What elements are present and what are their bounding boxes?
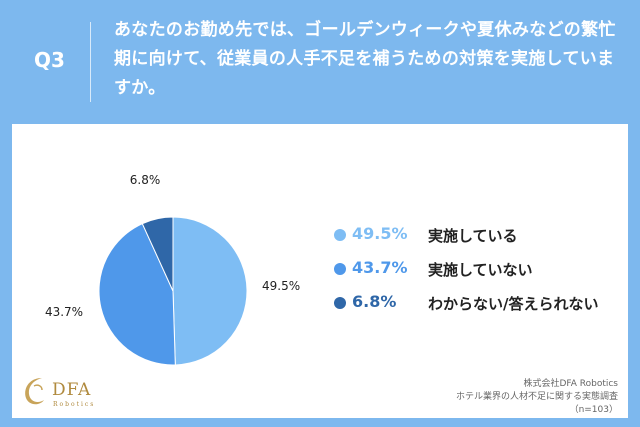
- source-survey: ホテル業界の人材不足に関する実態調査: [455, 392, 618, 402]
- question-number: Q3: [34, 48, 65, 72]
- legend-percent-2: 6.8%: [352, 292, 397, 311]
- header-divider: [90, 22, 91, 102]
- slice-data-label-2: 6.8%: [130, 173, 161, 187]
- question-text: あなたのお勤め先では、ゴールデンウィークや夏休みなどの繁忙期に向けて、従業員の人…: [114, 20, 616, 98]
- legend-label-2: わからない/答えられない: [428, 295, 599, 313]
- header-banner: Q3 あなたのお勤め先では、ゴールデンウィークや夏休みなどの繁忙期に向けて、従業…: [0, 0, 640, 122]
- legend-dot-1: [334, 263, 346, 275]
- legend-percent-1: 43.7%: [352, 258, 408, 277]
- pie-slice-0: [172, 216, 248, 366]
- source-sample: （n=103）: [569, 405, 618, 415]
- slice-data-label-1: 43.7%: [45, 305, 83, 319]
- pie-chart: 49.5% 43.7% 6.8%: [45, 173, 300, 366]
- chart-card: 49.5% 43.7% 6.8% 49.5% 実施している 43.7% 実施していな…: [12, 124, 628, 418]
- pie-slice-2: [141, 216, 174, 292]
- logo-wordmark: DFA: [52, 380, 92, 400]
- source-note: 株式会社DFA Robotics ホテル業界の人材不足に関する実態調査 （n=1…: [456, 378, 618, 417]
- pie-slice-1: [98, 222, 176, 366]
- dfa-logo-icon: [25, 378, 44, 405]
- logo-subtext: Robotics: [53, 401, 96, 408]
- legend-percent-0: 49.5%: [352, 224, 408, 243]
- legend-label-1: 実施していない: [428, 261, 533, 279]
- company-logo: DFA Robotics: [20, 374, 140, 414]
- slice-data-label-0: 49.5%: [262, 279, 300, 293]
- legend-dot-2: [334, 297, 346, 309]
- source-company: 株式会社DFA Robotics: [523, 379, 618, 389]
- legend-dot-0: [334, 229, 346, 241]
- legend-label-0: 実施している: [428, 227, 518, 245]
